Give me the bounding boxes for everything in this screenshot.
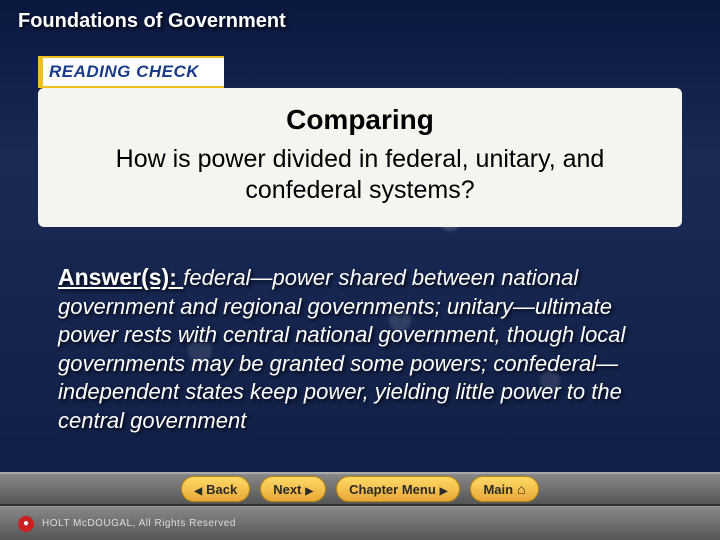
footer-text: HOLT McDOUGAL, All Rights Reserved [42, 518, 236, 529]
home-icon [517, 481, 525, 497]
reading-check-label: READING CHECK [49, 62, 199, 82]
reading-check-badge: READING CHECK [38, 56, 224, 88]
question-text: How is power divided in federal, unitary… [58, 144, 662, 207]
publisher-name: HOLT McDOUGAL [42, 518, 133, 529]
answer-text: federal—power shared between national go… [58, 265, 625, 433]
arrow-right-icon [440, 482, 448, 497]
next-button[interactable]: Next [260, 476, 326, 502]
back-label: Back [206, 482, 237, 497]
rights-text: , All Rights Reserved [133, 518, 236, 529]
answer-label: Answer(s): [58, 264, 183, 290]
next-label: Next [273, 482, 301, 497]
question-heading: Comparing [58, 104, 662, 136]
nav-bar: Back Next Chapter Menu Main [0, 472, 720, 506]
main-label: Main [483, 482, 513, 497]
answer-box: Answer(s): federal—power shared between … [38, 256, 682, 456]
footer: ● HOLT McDOUGAL, All Rights Reserved [0, 506, 720, 540]
chapter-menu-button[interactable]: Chapter Menu [336, 476, 460, 502]
arrow-right-icon [305, 482, 313, 497]
question-box: Comparing How is power divided in federa… [38, 88, 682, 227]
publisher-logo-icon: ● [18, 516, 34, 532]
chapter-menu-label: Chapter Menu [349, 482, 436, 497]
back-button[interactable]: Back [181, 476, 250, 502]
main-button[interactable]: Main [470, 476, 538, 502]
page-title: Foundations of Government [18, 10, 286, 33]
arrow-left-icon [194, 482, 202, 497]
